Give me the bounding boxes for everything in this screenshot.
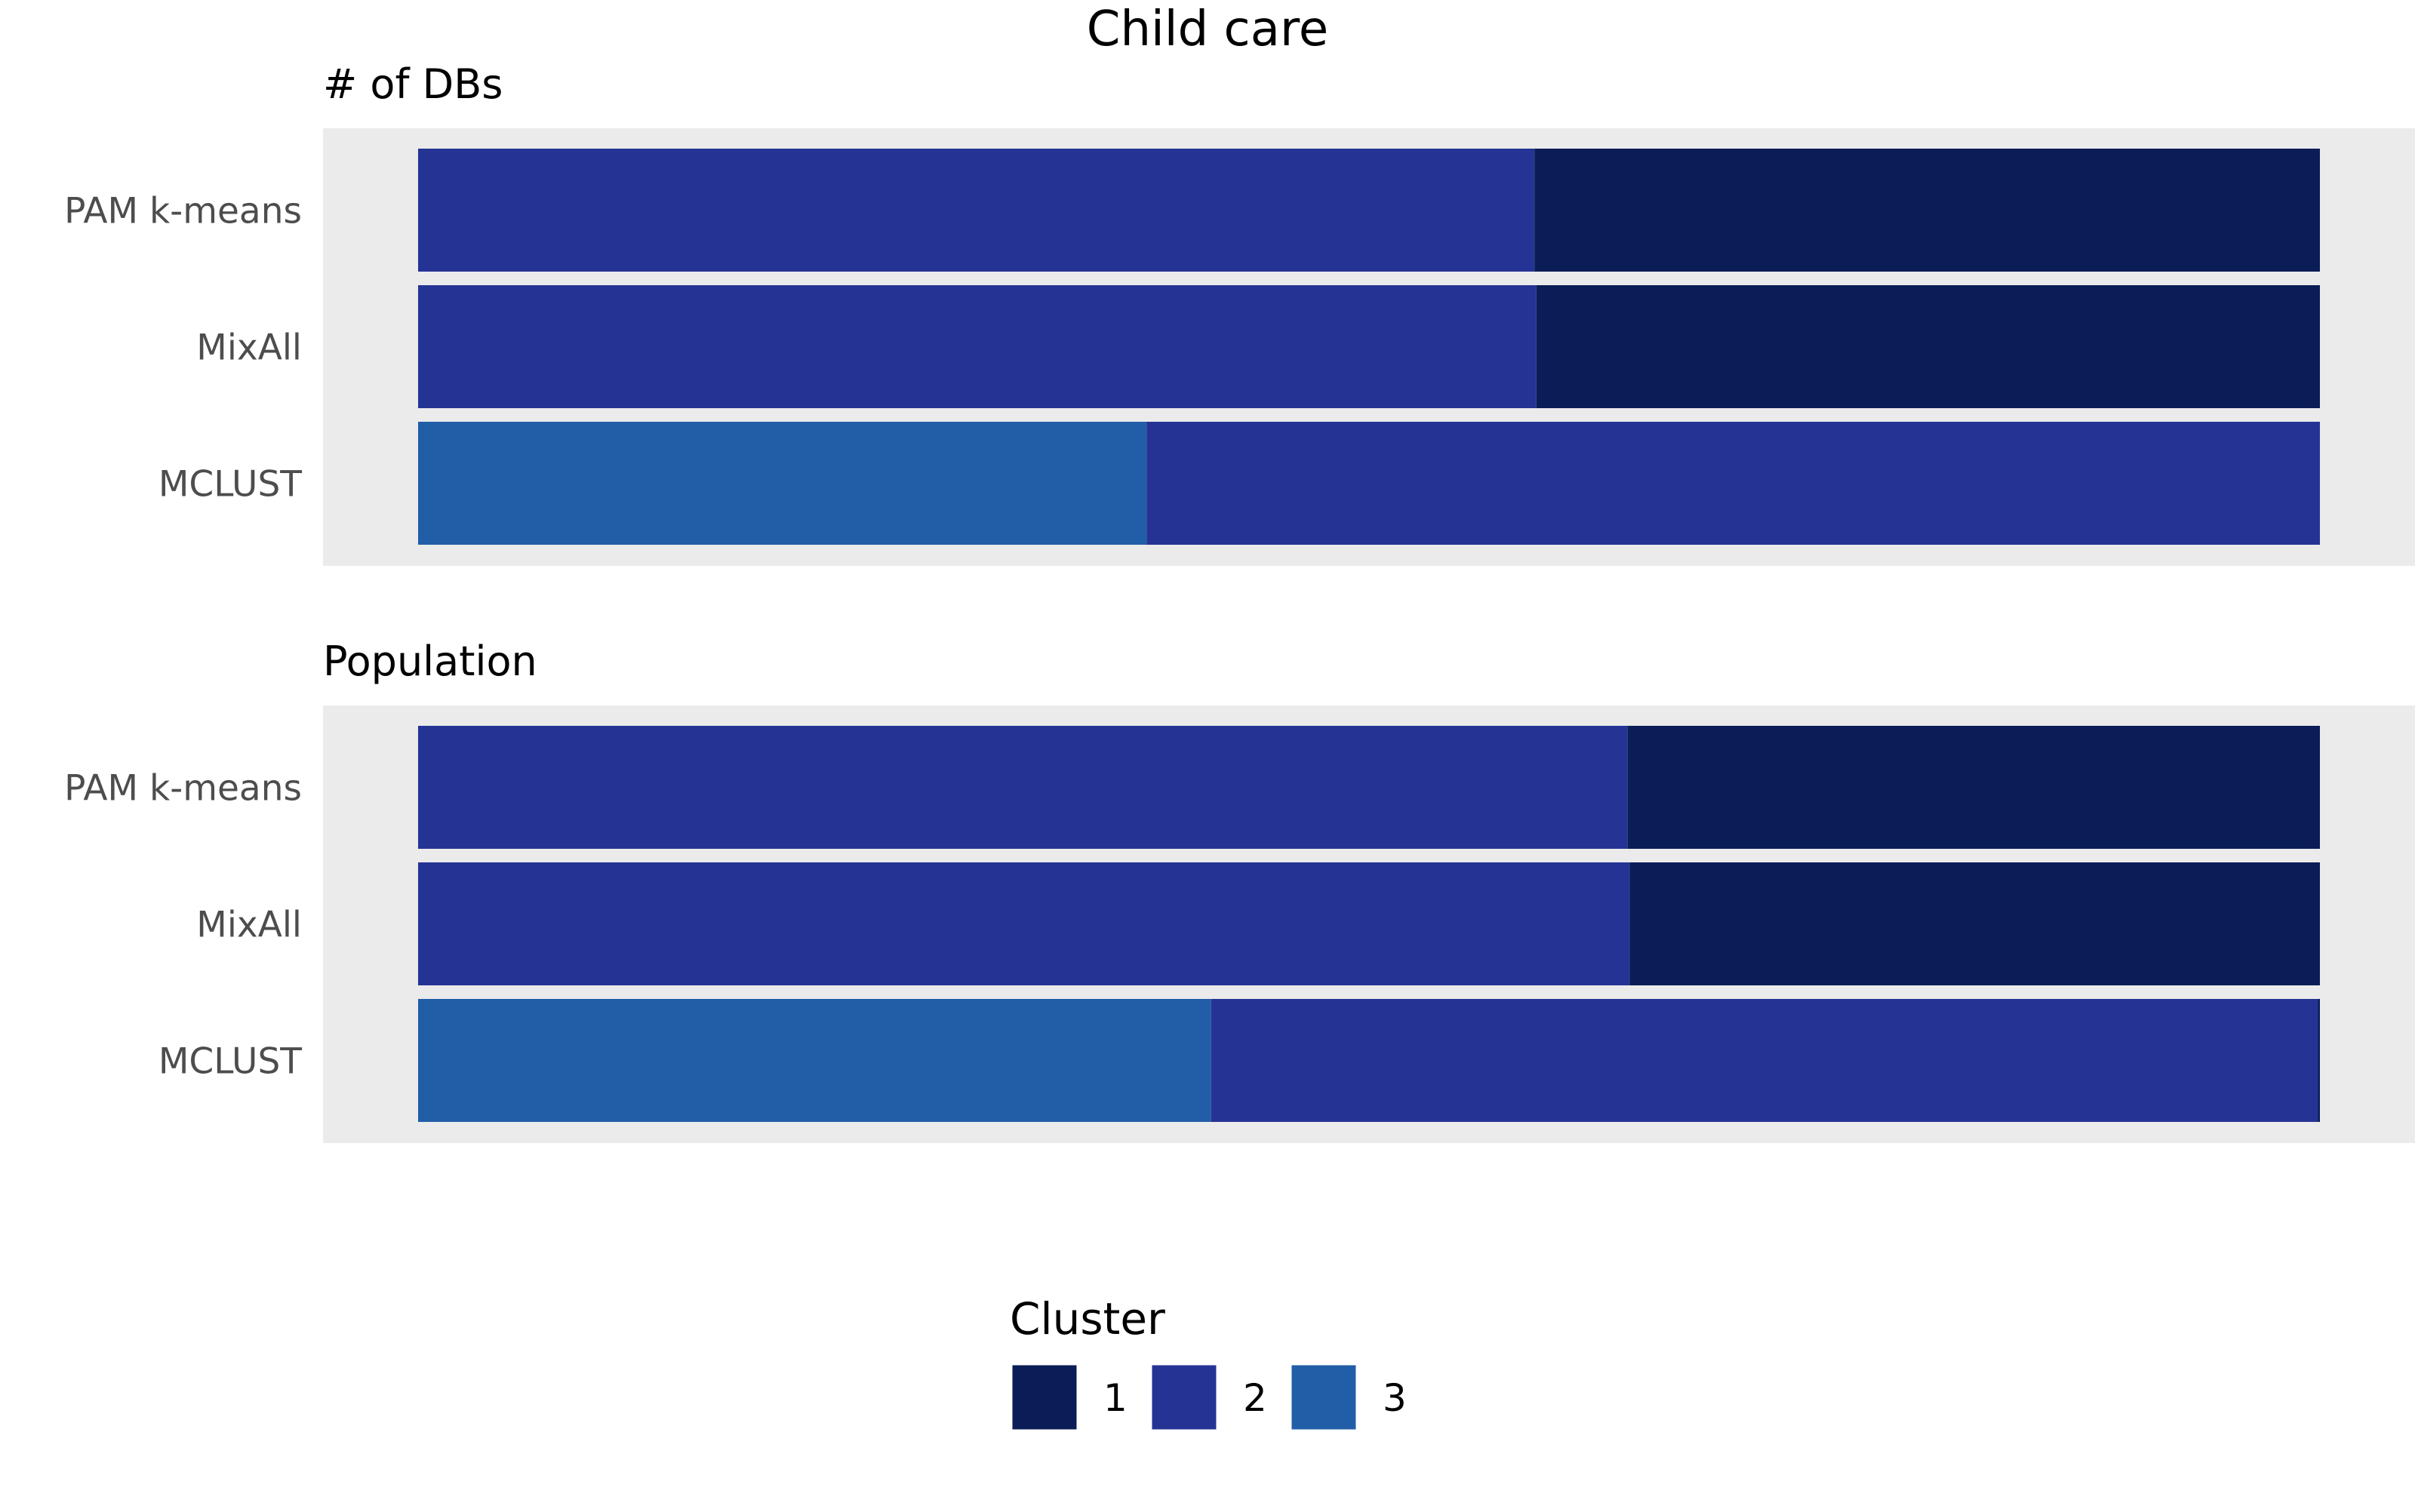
row-label-pam-k-means: PAM k-means (64, 768, 302, 810)
panel-of-dbs: # of DBs PAM k-means MixAll MCLUST (64, 60, 2415, 566)
legend-label-2: 2 (1243, 1376, 1267, 1420)
legend: Cluster 1 2 3 (1010, 1293, 1407, 1432)
bar-segment-cluster-2 (1211, 999, 2318, 1122)
legend-key-1 (1010, 1363, 1079, 1432)
bar-segment-cluster-3 (418, 422, 1147, 545)
bar-segment-cluster-1 (2318, 999, 2320, 1122)
bar-segment-cluster-2 (418, 862, 1630, 985)
row-label-mixall: MixAll (196, 905, 302, 946)
bar-segment-cluster-2 (418, 285, 1537, 408)
bar-segment-cluster-2 (418, 726, 1628, 849)
bar-segment-cluster-2 (1146, 422, 2320, 545)
bar-segment-cluster-1 (1627, 726, 2320, 849)
bar-segment-cluster-2 (418, 149, 1535, 272)
legend-key-3 (1289, 1363, 1358, 1432)
row-label-mixall: MixAll (196, 327, 302, 369)
row-label-mclust: MCLUST (158, 464, 302, 506)
panel-title: # of DBs (323, 60, 503, 108)
legend-title: Cluster (1010, 1293, 1165, 1345)
bar-segment-cluster-1 (1536, 285, 2320, 408)
panel-title: Population (323, 638, 537, 685)
bar-segment-cluster-3 (418, 999, 1211, 1122)
chart-title: Child care (1087, 2, 1328, 57)
row-label-mclust: MCLUST (158, 1041, 302, 1083)
panel-population: Population PAM k-means MixAll MCLUST (64, 638, 2415, 1143)
legend-key-2 (1149, 1363, 1219, 1432)
legend-label-1: 1 (1103, 1376, 1128, 1420)
legend-label-3: 3 (1383, 1376, 1407, 1420)
bar-segment-cluster-1 (1534, 149, 2320, 272)
bar-segment-cluster-1 (1629, 862, 2320, 985)
row-label-pam-k-means: PAM k-means (64, 191, 302, 232)
